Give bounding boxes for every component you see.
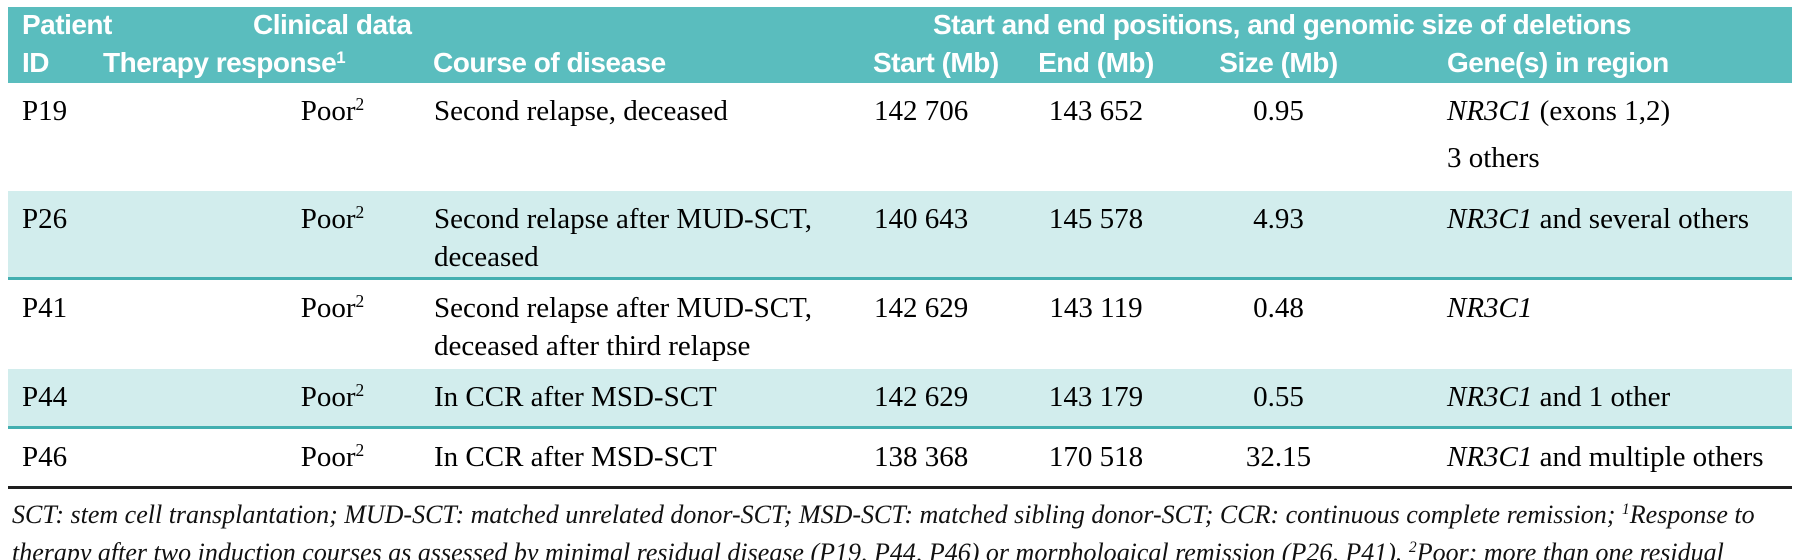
gene-name-italic: NR3C1: [1447, 440, 1533, 473]
footnote-superscript-1: 1: [1621, 500, 1630, 518]
column-header-course: Course of disease: [433, 43, 873, 83]
gene-name-italic: NR3C1: [1447, 380, 1533, 413]
footnote-response-definition: Response to therapy after two induction …: [12, 499, 1755, 560]
deletions-table: Patient Clinical data Start and end posi…: [8, 7, 1793, 489]
cell-therapy-response: Poor2: [103, 279, 433, 369]
column-header-genes: Gene(s) in region: [1372, 43, 1793, 83]
column-header-end: End (Mb): [1007, 43, 1185, 83]
footnote-superscript-2: 2: [1408, 538, 1417, 556]
column-header-id: ID: [8, 43, 103, 83]
footnote-poor-definition: Poor: more than one residual leukemic ce…: [1416, 537, 1724, 560]
therapy-value: Poor: [300, 203, 356, 235]
gene-name-italic: NR3C1: [1447, 292, 1533, 324]
column-header-start: Start (Mb): [873, 43, 1007, 83]
cell-patient-id: P26: [8, 191, 103, 280]
cell-therapy-response: Poor2: [103, 368, 433, 429]
cell-start: 142 629: [873, 368, 1007, 429]
gene-line: NR3C1 (exons 1,2): [1447, 92, 1791, 130]
table-row: P26 Poor2 Second relapse after MUD-SCT, …: [8, 191, 1793, 280]
cell-patient-id: P46: [8, 427, 103, 489]
therapy-superscript: 2: [355, 291, 365, 312]
therapy-value: Poor: [300, 292, 356, 324]
cell-course: Second relapse after MUD-SCT, deceased a…: [434, 292, 812, 362]
table-body: P19 Poor2 Second relapse, deceased 142 7…: [8, 83, 1793, 489]
gene-line: NR3C1 and multiple others: [1447, 438, 1791, 476]
gene-name-italic: NR3C1: [1447, 203, 1533, 235]
gene-suffix: and 1 other: [1532, 380, 1671, 413]
cell-end: 143 652: [1048, 95, 1144, 127]
therapy-header-label: Therapy response: [103, 47, 337, 78]
gene-line: NR3C1 and several others: [1447, 200, 1791, 238]
header-positions-group: Start and end positions, and genomic siz…: [873, 7, 1793, 43]
cell-end: 145 578: [1007, 191, 1185, 280]
cell-start: 142 629: [874, 292, 969, 324]
cell-end: 143 179: [1007, 368, 1185, 429]
cell-start: 138 368: [873, 427, 1007, 489]
cell-size: 0.48: [1253, 292, 1304, 324]
cell-patient-id: P41: [22, 292, 68, 324]
cell-course: Second relapse after MUD-SCT, deceased: [433, 191, 873, 280]
gene-second-line: 3 others: [1447, 142, 1540, 174]
cell-size: 0.55: [1185, 368, 1372, 429]
table-row: P46 Poor2 In CCR after MSD-SCT 138 368 1…: [8, 427, 1793, 489]
cell-patient-id: P44: [8, 368, 103, 429]
therapy-value: Poor: [300, 440, 356, 473]
gene-name-italic: NR3C1: [1447, 95, 1533, 127]
header-clinical-data: Clinical data: [103, 7, 873, 43]
therapy-superscript: 2: [355, 439, 365, 460]
column-header-size: Size (Mb): [1185, 43, 1372, 83]
therapy-superscript: 2: [355, 379, 365, 400]
cell-end: 143 119: [1049, 292, 1143, 324]
cell-course: In CCR after MSD-SCT: [433, 368, 873, 429]
table-row: P44 Poor2 In CCR after MSD-SCT 142 629 1…: [8, 368, 1793, 429]
column-header-therapy-response: Therapy response1: [103, 43, 433, 83]
table-footnote: SCT: stem cell transplantation; MUD-SCT:…: [8, 489, 1798, 560]
gene-suffix: and multiple others: [1532, 440, 1764, 473]
cell-genes: NR3C1 and multiple others: [1372, 427, 1793, 489]
cell-start: 140 643: [873, 191, 1007, 280]
header-columns-row: ID Therapy response1 Course of disease S…: [8, 43, 1793, 83]
gene-line: NR3C1 and 1 other: [1447, 378, 1791, 416]
cell-therapy-response: Poor2: [103, 83, 433, 191]
therapy-value: Poor: [300, 95, 356, 127]
cell-patient-id: P19: [22, 95, 68, 127]
therapy-value: Poor: [300, 380, 356, 413]
cell-therapy-response: Poor2: [103, 427, 433, 489]
cell-end: 170 518: [1007, 427, 1185, 489]
cell-size: 0.95: [1253, 95, 1304, 127]
table-header: Patient Clinical data Start and end posi…: [8, 7, 1793, 83]
cell-size: 32.15: [1185, 427, 1372, 489]
gene-suffix: (exons 1,2): [1532, 95, 1671, 127]
cell-start: 142 706: [874, 95, 969, 127]
cell-course: In CCR after MSD-SCT: [433, 427, 873, 489]
cell-genes: NR3C1: [1372, 279, 1792, 369]
therapy-superscript: 2: [355, 94, 365, 115]
gene-line: NR3C1: [1447, 289, 1791, 327]
cell-genes: NR3C1 and 1 other: [1372, 368, 1793, 429]
cell-therapy-response: Poor2: [103, 191, 433, 280]
therapy-header-superscript: 1: [336, 47, 346, 67]
table-row: P19 Poor2 Second relapse, deceased 142 7…: [8, 83, 1792, 191]
gene-suffix: and several others: [1532, 203, 1750, 235]
header-group-row: Patient Clinical data Start and end posi…: [8, 7, 1793, 43]
table-row: P41 Poor2 Second relapse after MUD-SCT, …: [8, 279, 1792, 369]
footnote-abbreviations: SCT: stem cell transplantation; MUD-SCT:…: [12, 499, 1622, 529]
therapy-superscript: 2: [355, 202, 365, 223]
cell-size: 4.93: [1185, 191, 1372, 280]
cell-genes: NR3C1 and several others: [1372, 191, 1793, 280]
cell-course: Second relapse, deceased: [434, 95, 728, 127]
header-patient: Patient: [8, 7, 112, 43]
cell-genes: NR3C1 (exons 1,2) 3 others: [1372, 83, 1792, 191]
